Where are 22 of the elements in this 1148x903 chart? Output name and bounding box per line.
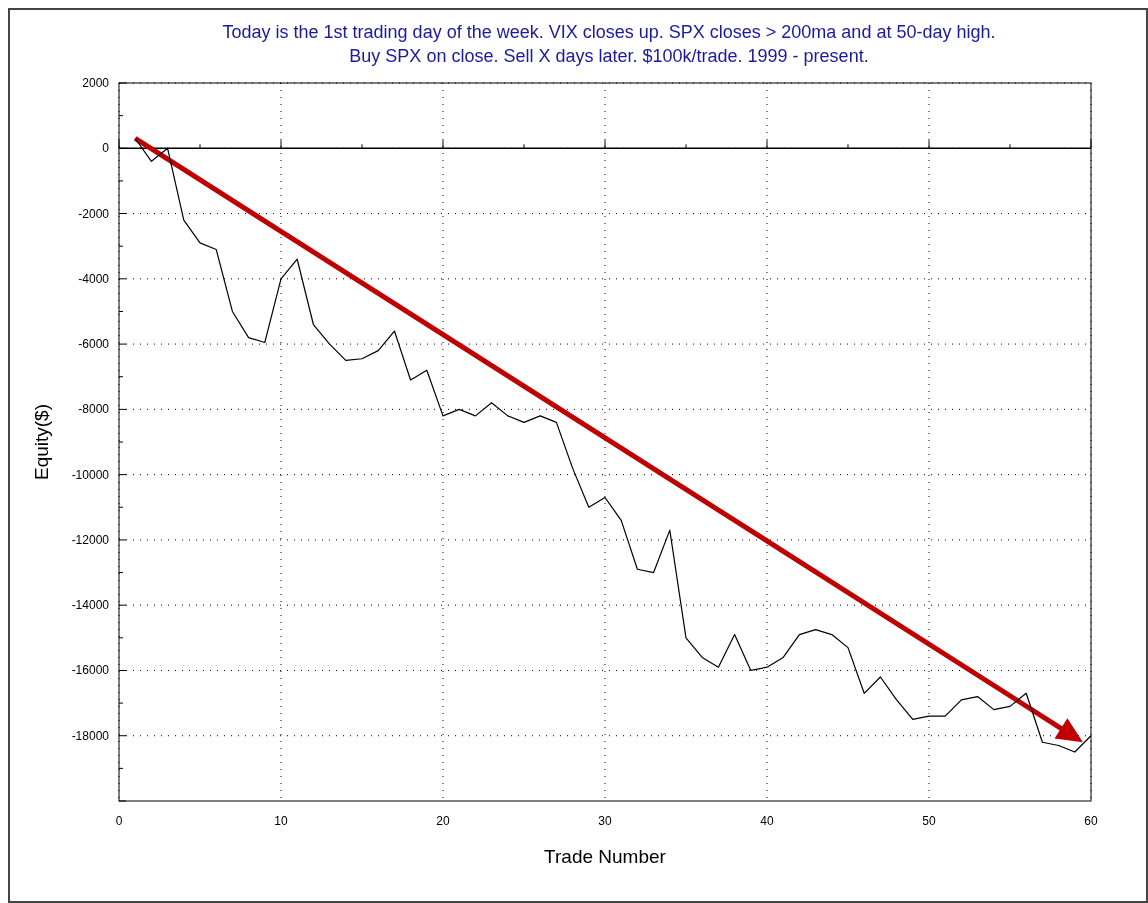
x-tick-label: 20 xyxy=(436,814,450,828)
y-tick-label: 0 xyxy=(102,141,110,156)
chart-subtitle: Buy SPX on close. Sell X days later. $100k/trade. 1999 - present. xyxy=(349,46,869,66)
y-tick-label: -8000 xyxy=(78,402,110,417)
x-tick-label: 0 xyxy=(115,814,123,828)
y-tick-label: -4000 xyxy=(78,271,110,286)
y-tick-label: -12000 xyxy=(71,532,110,547)
y-tick-label: -16000 xyxy=(71,663,110,678)
x-tick-label: 10 xyxy=(274,814,288,828)
y-tick-label: 2000 xyxy=(82,76,110,90)
y-tick-label: -2000 xyxy=(78,206,110,221)
x-axis-title: Trade Number xyxy=(544,846,667,867)
y-tick-label: -14000 xyxy=(71,598,110,613)
y-tick-label: -10000 xyxy=(71,467,110,482)
x-tick-label: 60 xyxy=(1084,814,1098,828)
x-tick-label: 30 xyxy=(598,814,612,828)
y-axis-title: Equity($) xyxy=(31,403,52,481)
x-tick-label: 40 xyxy=(760,814,774,828)
chart-title: Today is the 1st trading day of the week. VIX closes up. SPX closes > 200ma and at 50-day high. xyxy=(222,22,996,42)
y-tick-label: -6000 xyxy=(78,337,110,352)
x-tick-label: 50 xyxy=(922,814,936,828)
y-tick-label: -18000 xyxy=(71,728,110,743)
